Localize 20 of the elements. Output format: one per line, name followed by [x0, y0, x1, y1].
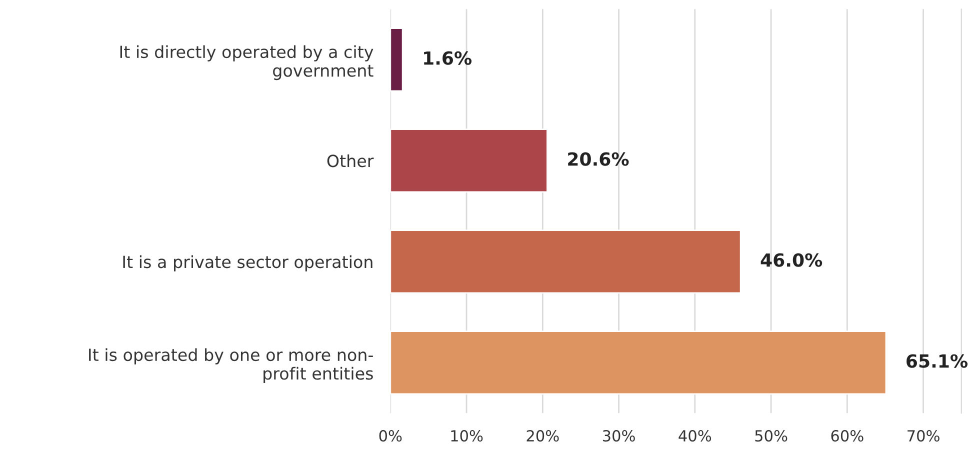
- y-tick-label: It is a private sector operation: [123, 255, 372, 272]
- data-label: 1.6%: [424, 51, 472, 65]
- x-tick-label: 30%: [602, 430, 635, 442]
- y-tick-label: Other: [327, 154, 374, 168]
- x-tick-label: 10%: [451, 430, 483, 442]
- bar: [390, 230, 742, 294]
- bar: [390, 330, 887, 395]
- data-label: 46.0%: [760, 253, 822, 267]
- bar: [390, 28, 404, 92]
- y-tick-label: It is directly operated by a city government: [120, 45, 374, 80]
- bar: [390, 128, 548, 193]
- y-tick-label: It is operated by one or more non- profit entities: [89, 348, 373, 384]
- x-tick-label: 20%: [526, 430, 559, 442]
- x-tick-label: 40%: [678, 430, 712, 442]
- data-label: 65.1%: [906, 354, 968, 368]
- data-label: 20.6%: [568, 152, 629, 166]
- x-tick-label: 70%: [908, 430, 940, 442]
- x-tick-label: 50%: [755, 430, 788, 442]
- x-tick-label: 60%: [831, 430, 864, 442]
- x-tick-label: 0%: [379, 430, 402, 442]
